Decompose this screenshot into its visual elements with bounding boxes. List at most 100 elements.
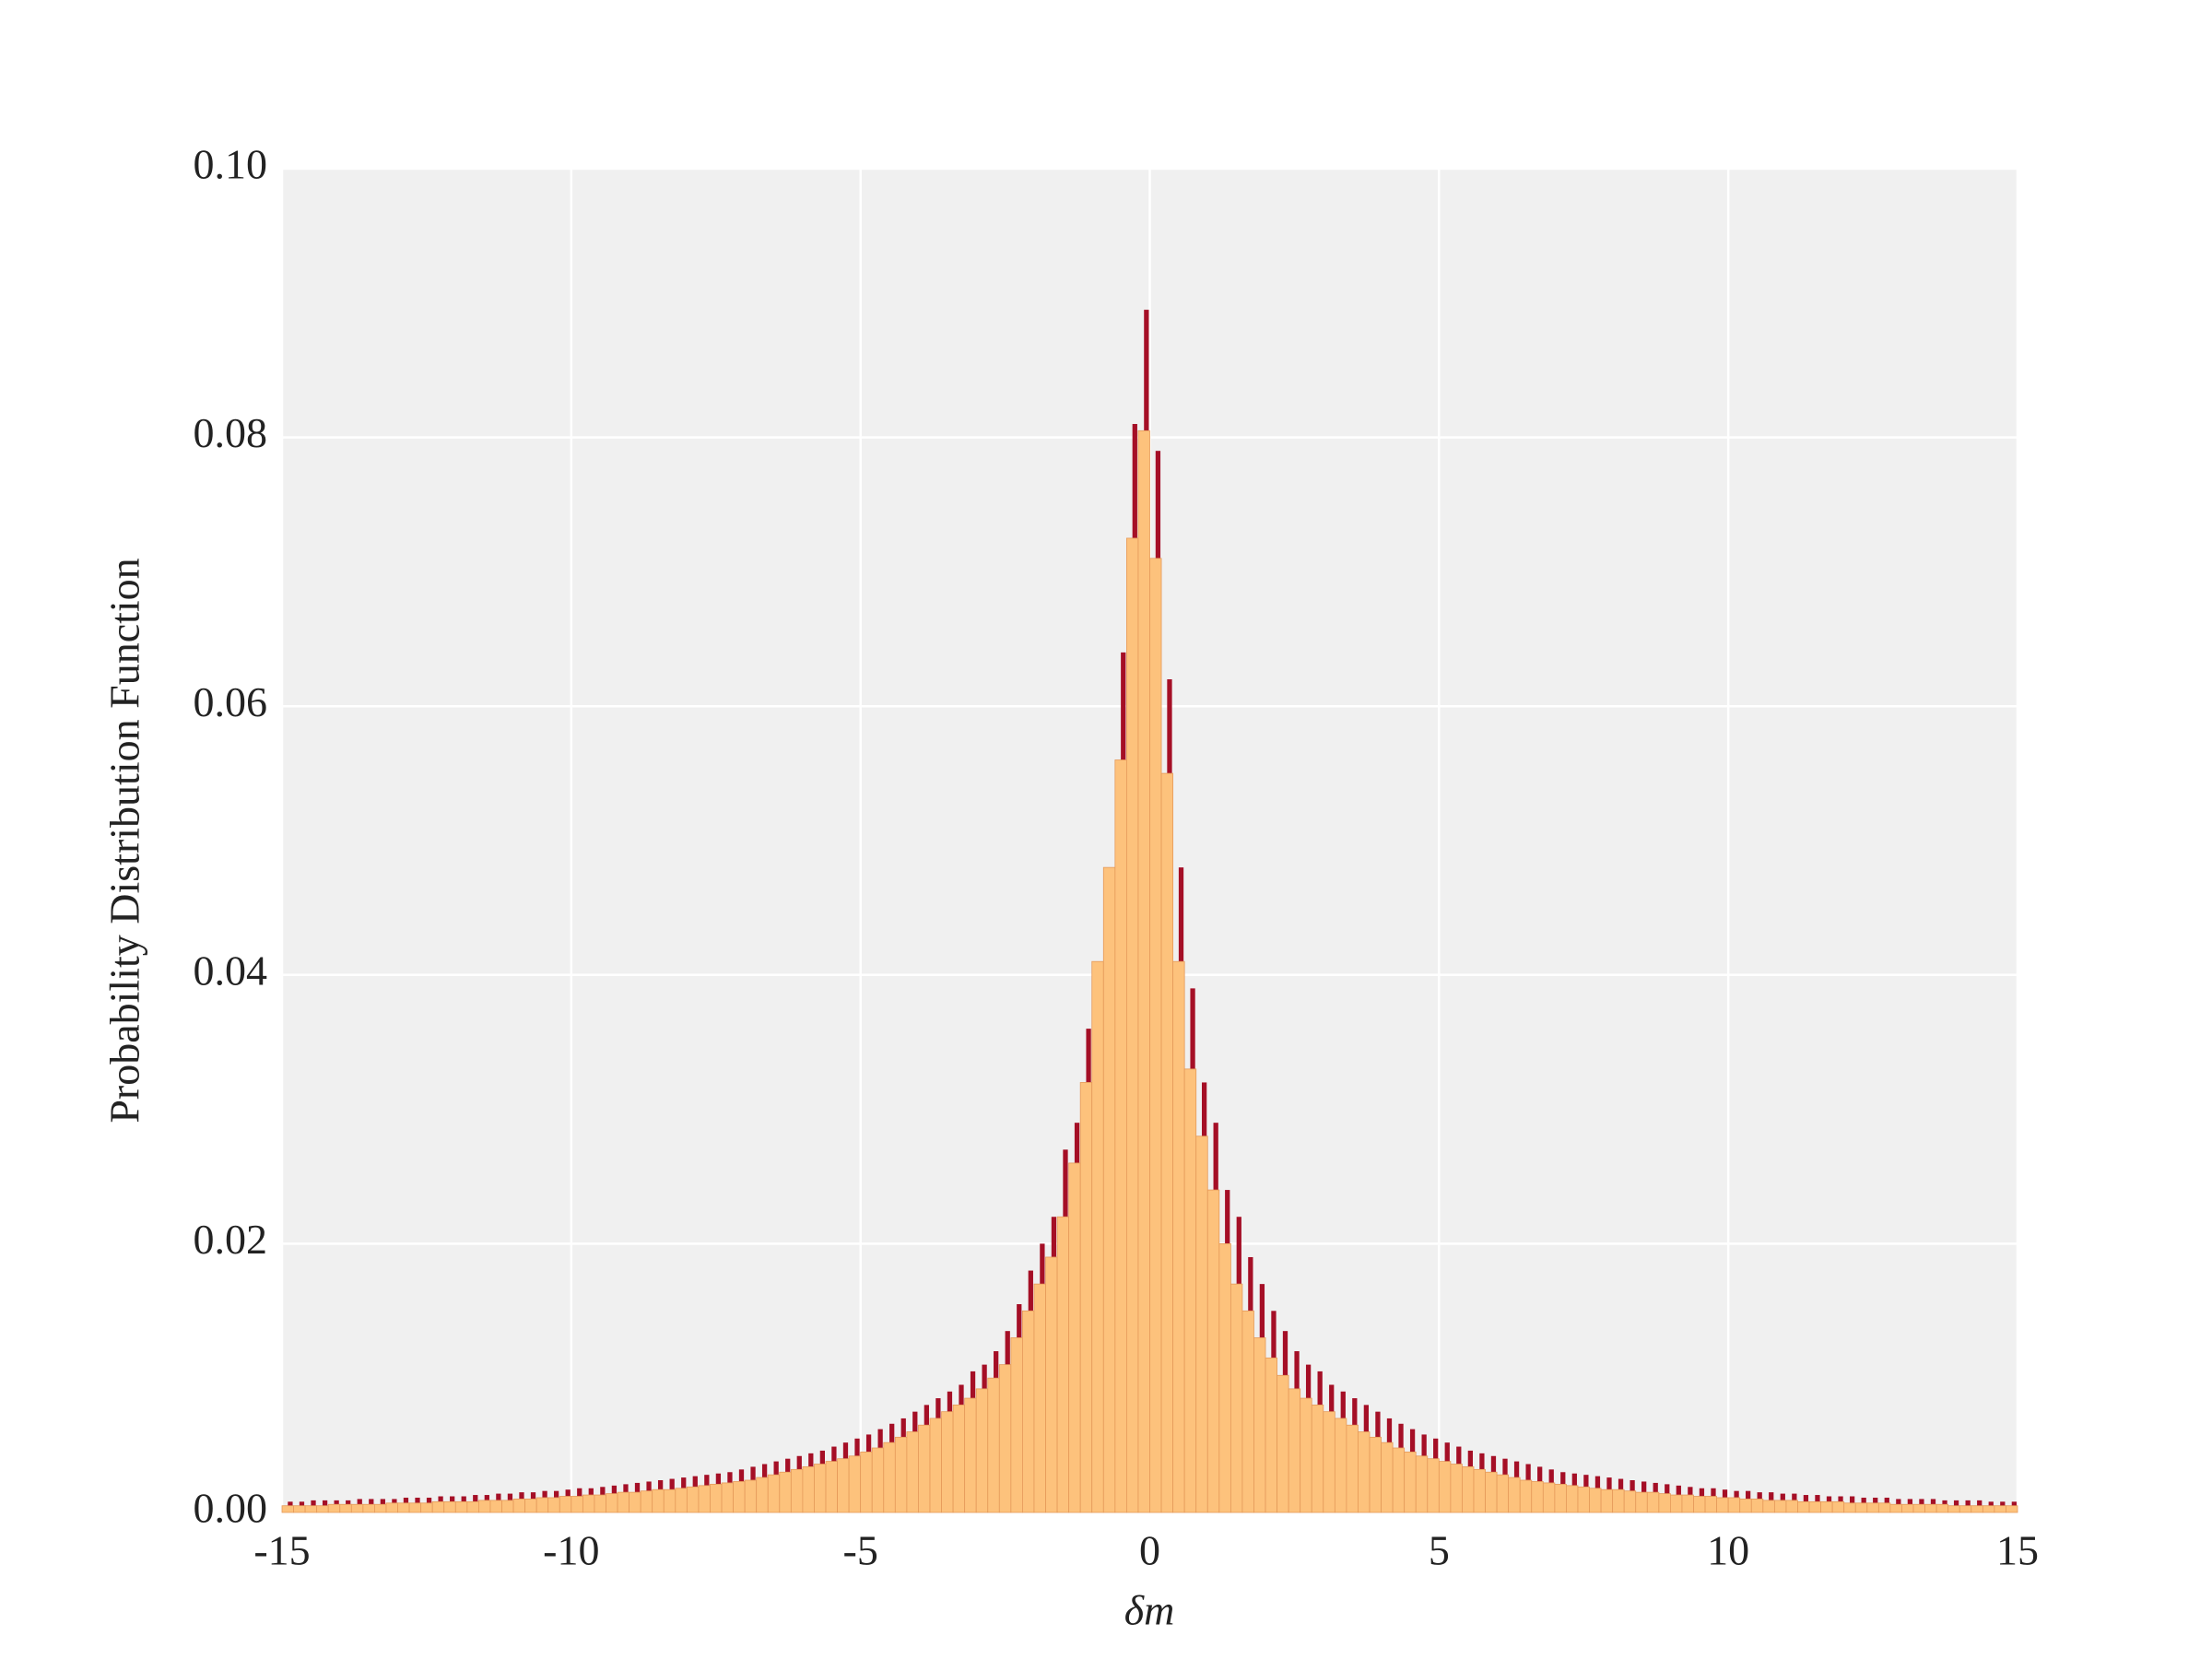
histogram-bar xyxy=(1854,1502,1868,1513)
histogram-bar xyxy=(1218,1243,1231,1513)
histogram-bar xyxy=(304,1505,318,1513)
histogram-bar xyxy=(1994,1505,2006,1513)
x-tick-label: -15 xyxy=(253,1527,310,1574)
histogram-bar xyxy=(1045,1256,1058,1513)
histogram-bar xyxy=(1022,1310,1035,1513)
histogram-bar xyxy=(1704,1496,1718,1513)
histogram-bar xyxy=(733,1481,746,1513)
histogram-bar xyxy=(1589,1488,1602,1513)
histogram-bar xyxy=(1125,537,1139,1513)
histogram-bar xyxy=(408,1502,422,1513)
histogram-bar xyxy=(1450,1464,1463,1513)
histogram-bar xyxy=(512,1499,526,1513)
histogram-bar xyxy=(710,1483,723,1513)
histogram-bar xyxy=(1206,1189,1220,1513)
histogram-bar xyxy=(571,1496,583,1513)
histogram-bar xyxy=(1658,1493,1671,1513)
histogram-bar xyxy=(1485,1471,1498,1513)
histogram-bar xyxy=(281,1505,294,1513)
y-tick-label: 0.02 xyxy=(194,1216,268,1263)
histogram-bar xyxy=(582,1494,595,1513)
histogram-bar xyxy=(1079,1082,1093,1513)
histogram-bar xyxy=(883,1441,896,1513)
histogram-bar xyxy=(860,1451,873,1513)
histogram-bar xyxy=(1971,1505,1983,1513)
histogram-bar xyxy=(617,1491,630,1513)
histogram-bar xyxy=(1230,1283,1243,1513)
histogram-bar xyxy=(1311,1404,1324,1513)
histogram-bar xyxy=(686,1486,700,1513)
histogram-bar xyxy=(1056,1216,1070,1513)
histogram-bar xyxy=(1808,1500,1821,1513)
histogram-bar xyxy=(964,1397,977,1513)
histogram-bar xyxy=(918,1424,931,1513)
histogram-bar xyxy=(1346,1424,1359,1513)
histogram-bar xyxy=(1646,1491,1660,1513)
histogram-bar xyxy=(1750,1499,1764,1513)
x-axis-label: δm xyxy=(1124,1587,1175,1634)
histogram-bar xyxy=(1681,1494,1694,1513)
histogram-bar xyxy=(1160,772,1174,1513)
histogram-bar xyxy=(501,1500,514,1513)
histogram-bar xyxy=(1936,1503,1949,1513)
histogram-bar xyxy=(987,1377,1000,1513)
histogram-bar xyxy=(559,1496,572,1513)
histogram-bar xyxy=(350,1503,364,1513)
histogram-bar xyxy=(1901,1503,1914,1513)
y-tick-label: 0.00 xyxy=(194,1485,268,1532)
histogram-bar xyxy=(1982,1505,1995,1513)
histogram-bar xyxy=(2006,1505,2018,1513)
histogram-bar xyxy=(663,1488,677,1513)
histogram-bar xyxy=(1912,1503,1925,1513)
y-tick-label: 0.06 xyxy=(194,678,268,725)
histogram-bar xyxy=(1114,759,1127,1513)
histogram-bar xyxy=(837,1458,850,1513)
histogram-bar xyxy=(1889,1503,1902,1513)
histogram-bar xyxy=(779,1471,792,1513)
histogram-bar xyxy=(640,1490,653,1513)
histogram-bar xyxy=(1253,1337,1266,1513)
histogram-bar xyxy=(327,1503,341,1513)
histogram-bar xyxy=(1773,1500,1787,1513)
histogram-bar xyxy=(478,1500,491,1513)
histogram-bar xyxy=(1438,1461,1452,1513)
histogram-bar xyxy=(1033,1283,1046,1513)
histogram-bar xyxy=(535,1497,549,1513)
histogram-bar xyxy=(1762,1500,1775,1513)
histogram-bar xyxy=(1577,1486,1590,1513)
histogram-bar xyxy=(1091,960,1104,1513)
y-axis-label: Probability Distribution Function xyxy=(101,558,148,1123)
histogram-bar xyxy=(1300,1397,1312,1513)
histogram-bar xyxy=(524,1499,537,1513)
histogram-bar xyxy=(1149,558,1162,1513)
y-tick-label: 0.04 xyxy=(194,947,268,994)
histogram-bar xyxy=(339,1503,352,1513)
histogram-bar xyxy=(466,1500,479,1513)
histogram-bar xyxy=(1358,1431,1371,1513)
histogram-bar xyxy=(1843,1502,1856,1513)
histogram-bar xyxy=(814,1464,827,1513)
histogram-bar xyxy=(1670,1494,1683,1513)
histogram-bar xyxy=(1554,1483,1567,1513)
histogram-bar xyxy=(1831,1500,1845,1513)
histogram-bar xyxy=(1820,1500,1833,1513)
histogram-bar xyxy=(293,1505,306,1513)
histogram-bar xyxy=(1288,1388,1301,1513)
histogram-bar xyxy=(1392,1447,1406,1513)
histogram-bar xyxy=(454,1500,468,1513)
histogram-bar xyxy=(1716,1497,1729,1513)
histogram-bar xyxy=(1496,1474,1510,1513)
histogram-bar xyxy=(825,1461,838,1513)
histogram-bar xyxy=(675,1488,688,1513)
histogram-bar xyxy=(1866,1502,1879,1513)
histogram-bar xyxy=(906,1431,919,1513)
histogram-bar xyxy=(316,1505,329,1513)
histogram-bar xyxy=(1519,1479,1533,1513)
histogram-bar xyxy=(767,1474,781,1513)
histogram-bar xyxy=(1241,1310,1254,1513)
x-tick-label: 0 xyxy=(1139,1527,1160,1574)
histogram-bar xyxy=(1623,1490,1637,1513)
histogram-bar xyxy=(1068,1162,1081,1513)
histogram-bar xyxy=(1265,1357,1277,1513)
histogram-bar xyxy=(1462,1466,1475,1513)
